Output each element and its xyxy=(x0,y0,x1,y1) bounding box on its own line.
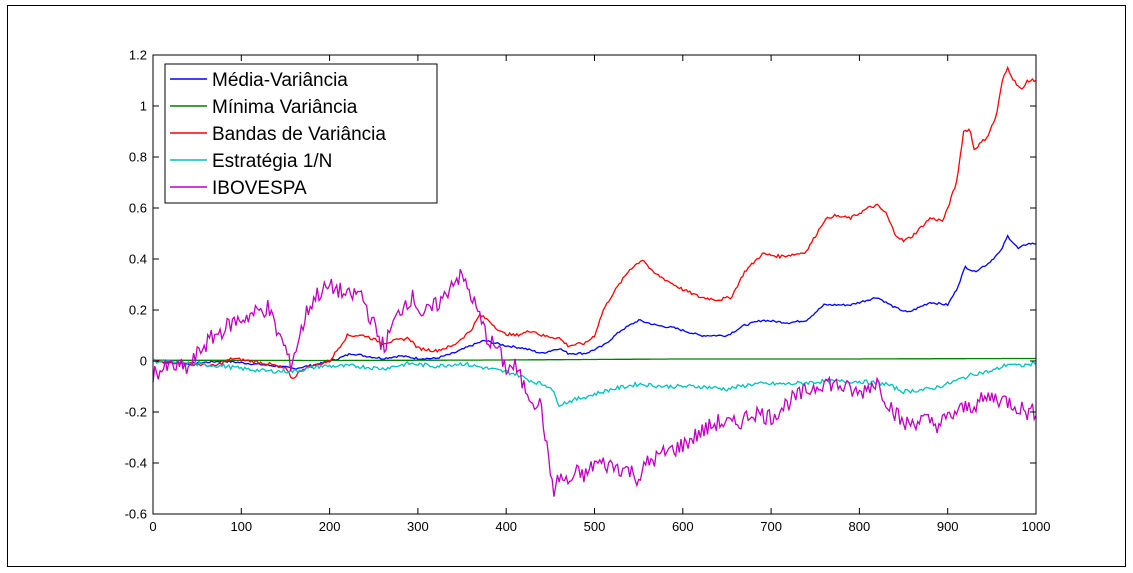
x-tick-label: 900 xyxy=(937,519,959,534)
y-tick-label: -0.4 xyxy=(125,456,147,471)
x-tick-label: 300 xyxy=(407,519,429,534)
y-tick-label: 0.6 xyxy=(129,201,147,216)
legend-label: Média-Variância xyxy=(212,70,348,91)
legend-box xyxy=(164,63,438,204)
x-tick-label: 200 xyxy=(319,519,341,534)
legend: Média-Variância Mínima Variância Bandas de… xyxy=(164,63,438,204)
x-tick-label: 800 xyxy=(849,519,871,534)
series-line-4 xyxy=(152,268,1037,497)
legend-label: Estratégia 1/N xyxy=(212,151,332,172)
figure-frame xyxy=(7,5,1126,567)
y-tick-label: 1 xyxy=(140,99,147,114)
y-tick-label: -0.2 xyxy=(125,405,147,420)
y-tick-label: 0.2 xyxy=(129,303,147,318)
series-line-3 xyxy=(152,358,1037,408)
legend-label: IBOVESPA xyxy=(212,178,307,199)
series-line-1 xyxy=(153,357,1037,362)
legend-label: Mínima Variância xyxy=(212,97,358,118)
axis-ticks: 0 100 200 300 400 500 600 700 800 900 1000 -0.6 -0.4… xyxy=(125,48,1051,535)
y-tick-label: 0 xyxy=(140,354,147,369)
y-tick-label: 0.8 xyxy=(129,150,147,165)
series-layer xyxy=(152,65,1037,497)
x-tick-label: 0 xyxy=(149,519,156,534)
x-tick-label: 700 xyxy=(760,519,782,534)
y-tick-label: 0.4 xyxy=(129,252,147,267)
y-tick-label: 1.2 xyxy=(129,48,147,63)
x-tick-label: 400 xyxy=(495,519,517,534)
x-tick-label: 100 xyxy=(230,519,252,534)
x-tick-label: 500 xyxy=(584,519,606,534)
legend-label: Bandas de Variância xyxy=(212,124,386,145)
series-line-0 xyxy=(153,234,1037,371)
x-tick-label: 600 xyxy=(672,519,694,534)
x-tick-label: 1000 xyxy=(1022,519,1051,534)
y-tick-label: -0.6 xyxy=(125,507,147,522)
